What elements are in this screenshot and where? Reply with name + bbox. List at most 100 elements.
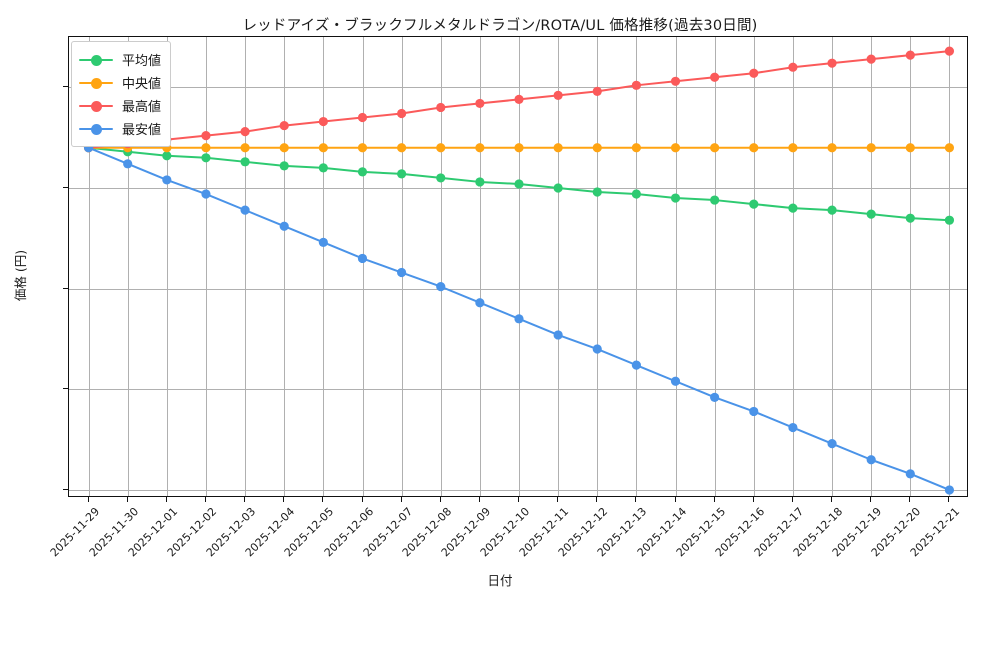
data-point <box>749 199 759 209</box>
data-point <box>397 267 407 278</box>
data-point <box>827 439 837 449</box>
x-tick-mark <box>165 497 167 502</box>
plot-area <box>68 36 968 497</box>
data-point <box>318 116 328 127</box>
data-point <box>436 282 446 292</box>
data-point <box>905 213 915 223</box>
chart-legend: 平均値中央値最高値 最安値 <box>71 41 172 147</box>
data-point <box>201 153 211 163</box>
data-point <box>788 62 798 72</box>
gridline-vertical <box>871 37 873 496</box>
data-point <box>749 68 759 78</box>
gridline-vertical <box>675 37 677 496</box>
data-point <box>866 143 876 153</box>
gridline-horizontal <box>69 288 967 290</box>
gridline-vertical <box>753 37 755 496</box>
data-point <box>201 189 211 199</box>
x-axis-label: 日付 <box>487 573 513 588</box>
x-tick-mark <box>205 497 206 502</box>
data-point <box>553 183 563 193</box>
x-tick-mark <box>635 497 637 502</box>
data-point <box>397 108 407 119</box>
data-point <box>749 143 759 153</box>
gridline-vertical <box>401 37 403 496</box>
data-point <box>240 127 250 137</box>
data-point <box>240 205 250 215</box>
gridline-vertical <box>792 37 794 496</box>
data-point <box>397 143 407 153</box>
x-tick-mark <box>596 497 598 502</box>
gridline-vertical <box>832 37 833 496</box>
data-point <box>944 143 955 153</box>
data-point <box>631 360 641 370</box>
series-最高値 <box>83 46 955 153</box>
y-axis-label: 価格 (円) <box>13 249 29 302</box>
legend-item-最安値[interactable]: 最安値 <box>79 117 161 140</box>
data-point <box>710 72 720 82</box>
x-tick-mark <box>831 497 832 502</box>
data-point <box>905 469 915 479</box>
gridline-vertical <box>127 37 129 496</box>
data-point <box>827 143 837 153</box>
data-point <box>592 143 602 153</box>
data-point <box>827 205 837 215</box>
x-tick-mark <box>361 497 363 502</box>
data-point <box>240 157 250 167</box>
data-point <box>436 143 446 153</box>
gridline-horizontal <box>69 489 967 491</box>
data-point <box>670 193 681 203</box>
data-point <box>357 167 368 177</box>
data-point <box>123 159 133 169</box>
data-point <box>944 46 955 56</box>
data-point <box>592 187 602 197</box>
gridline-vertical <box>88 37 90 496</box>
legend-item-中央値[interactable]: 中央値 <box>79 71 161 94</box>
x-tick-mark <box>126 497 128 502</box>
data-point <box>710 392 720 402</box>
data-point <box>318 163 328 173</box>
data-point <box>357 253 368 264</box>
legend-label: 平均値 <box>122 54 162 69</box>
gridline-vertical <box>479 37 481 496</box>
data-point <box>631 80 641 90</box>
y-tick-mark <box>63 488 68 490</box>
y-tick-mark <box>63 388 68 390</box>
data-point <box>475 298 485 308</box>
data-point <box>592 86 602 96</box>
legend-label: 中央値 <box>122 77 162 92</box>
x-tick-mark <box>322 497 324 502</box>
data-point <box>905 50 915 60</box>
data-point <box>318 143 328 153</box>
y-tick-mark <box>63 287 68 289</box>
data-point <box>514 179 524 189</box>
x-tick-mark <box>87 497 89 502</box>
gridline-vertical <box>206 37 207 496</box>
x-tick-mark <box>283 497 285 502</box>
chart-title: レッドアイズ・ブラックフルメタルドラゴン/ROTA/UL 価格推移(過去30日間… <box>242 18 758 34</box>
data-point <box>514 94 524 105</box>
x-tick-mark <box>870 497 872 502</box>
data-point <box>514 314 524 324</box>
data-point <box>944 215 955 225</box>
series-plot <box>83 46 955 495</box>
data-point <box>279 221 289 231</box>
data-point <box>279 161 289 171</box>
data-point <box>905 143 915 153</box>
data-point <box>397 169 407 179</box>
data-point <box>631 143 641 153</box>
data-point <box>475 98 485 109</box>
gridline-horizontal <box>69 389 967 391</box>
data-point <box>944 485 955 495</box>
data-point <box>436 173 446 183</box>
series-平均値 <box>83 143 955 225</box>
legend-item-最高値[interactable]: 最高値 <box>79 94 161 117</box>
data-point <box>514 143 524 153</box>
data-point <box>749 406 759 417</box>
legend-item-平均値[interactable]: 平均値 <box>79 48 161 71</box>
data-point <box>436 102 446 113</box>
x-tick-mark <box>478 497 480 502</box>
data-point <box>553 143 563 153</box>
data-point <box>475 143 485 153</box>
data-point <box>670 76 681 86</box>
y-tick-mark <box>63 86 68 88</box>
